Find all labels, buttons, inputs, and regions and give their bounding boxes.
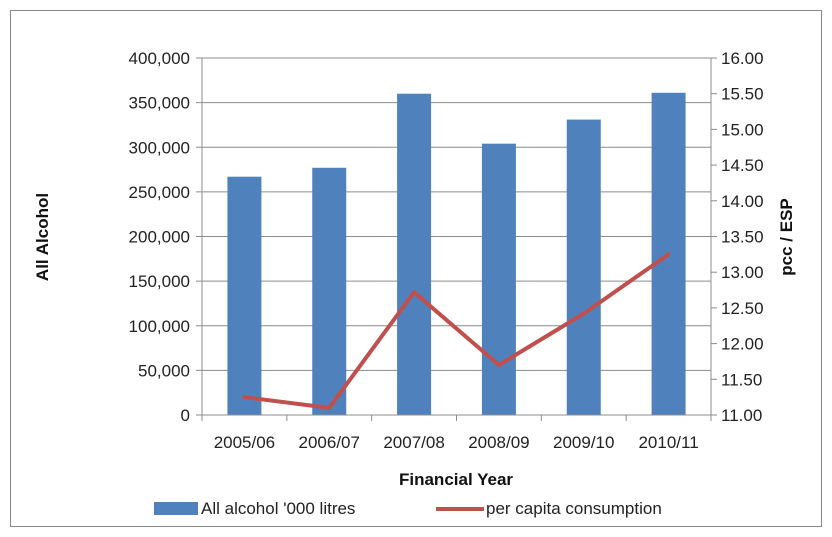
y2-tick-label: 11.50 xyxy=(721,370,762,389)
y2-tick-label: 13.50 xyxy=(721,228,764,247)
y2-tick-label: 14.50 xyxy=(721,156,764,175)
y2-tick-label: 16.00 xyxy=(721,49,764,68)
legend-label-line: per capita consumption xyxy=(486,499,662,518)
line-point xyxy=(412,290,417,295)
bar xyxy=(566,119,601,416)
line-series xyxy=(242,252,671,410)
y2-tick-label: 13.00 xyxy=(721,263,764,282)
y2-tick-label: 12.50 xyxy=(721,299,764,318)
y-tick-label: 250,000 xyxy=(129,183,190,202)
y-tick-label: 350,000 xyxy=(129,94,190,113)
legend-label-bars: All alcohol '000 litres xyxy=(201,499,355,518)
x-tick-label: 2005/06 xyxy=(214,433,275,452)
axes xyxy=(196,57,717,421)
line-point xyxy=(327,405,332,410)
x-axis-title: Financial Year xyxy=(399,470,513,489)
y2-tick-label: 11.00 xyxy=(721,406,762,425)
y-tick-label: 300,000 xyxy=(129,138,190,157)
y-tick-label: 0 xyxy=(181,406,190,425)
y2-axis-title: pcc / ESP xyxy=(777,198,796,275)
y2-tick-label: 14.00 xyxy=(721,192,764,211)
y-tick-label: 150,000 xyxy=(129,272,190,291)
legend: All alcohol '000 litres per capita consu… xyxy=(154,499,662,518)
bar xyxy=(481,143,516,415)
line-path xyxy=(244,252,670,410)
x-tick-label: 2010/11 xyxy=(638,433,698,452)
line-point xyxy=(666,252,671,257)
y-tick-label: 200,000 xyxy=(129,228,190,247)
gridlines xyxy=(202,57,711,371)
y2-tick-label: 15.00 xyxy=(721,120,764,139)
y-tick-label: 100,000 xyxy=(129,317,190,336)
chart-frame xyxy=(10,10,822,527)
x-tick-label: 2006/07 xyxy=(299,433,360,452)
line-point xyxy=(581,311,586,316)
y2-tick-label: 15.50 xyxy=(721,85,764,104)
bar xyxy=(312,167,347,415)
line-point xyxy=(496,363,501,368)
bar xyxy=(397,93,432,415)
y-tick-label: 50,000 xyxy=(138,361,190,380)
y2-tick-label: 12.00 xyxy=(721,335,764,354)
legend-swatch-bars xyxy=(154,502,198,515)
x-tick-label: 2007/08 xyxy=(383,433,444,452)
y-axis-title: All Alcohol xyxy=(33,193,52,281)
x-tick-label: 2008/09 xyxy=(468,433,529,452)
x-tick-label: 2009/10 xyxy=(553,433,614,452)
tick-labels: 0 50,000 100,000 150,000 200,000 250,000 300,0… xyxy=(129,49,764,452)
y-tick-label: 400,000 xyxy=(129,49,190,68)
bar-series xyxy=(227,92,686,416)
line-point xyxy=(242,395,247,400)
bar xyxy=(227,176,262,415)
